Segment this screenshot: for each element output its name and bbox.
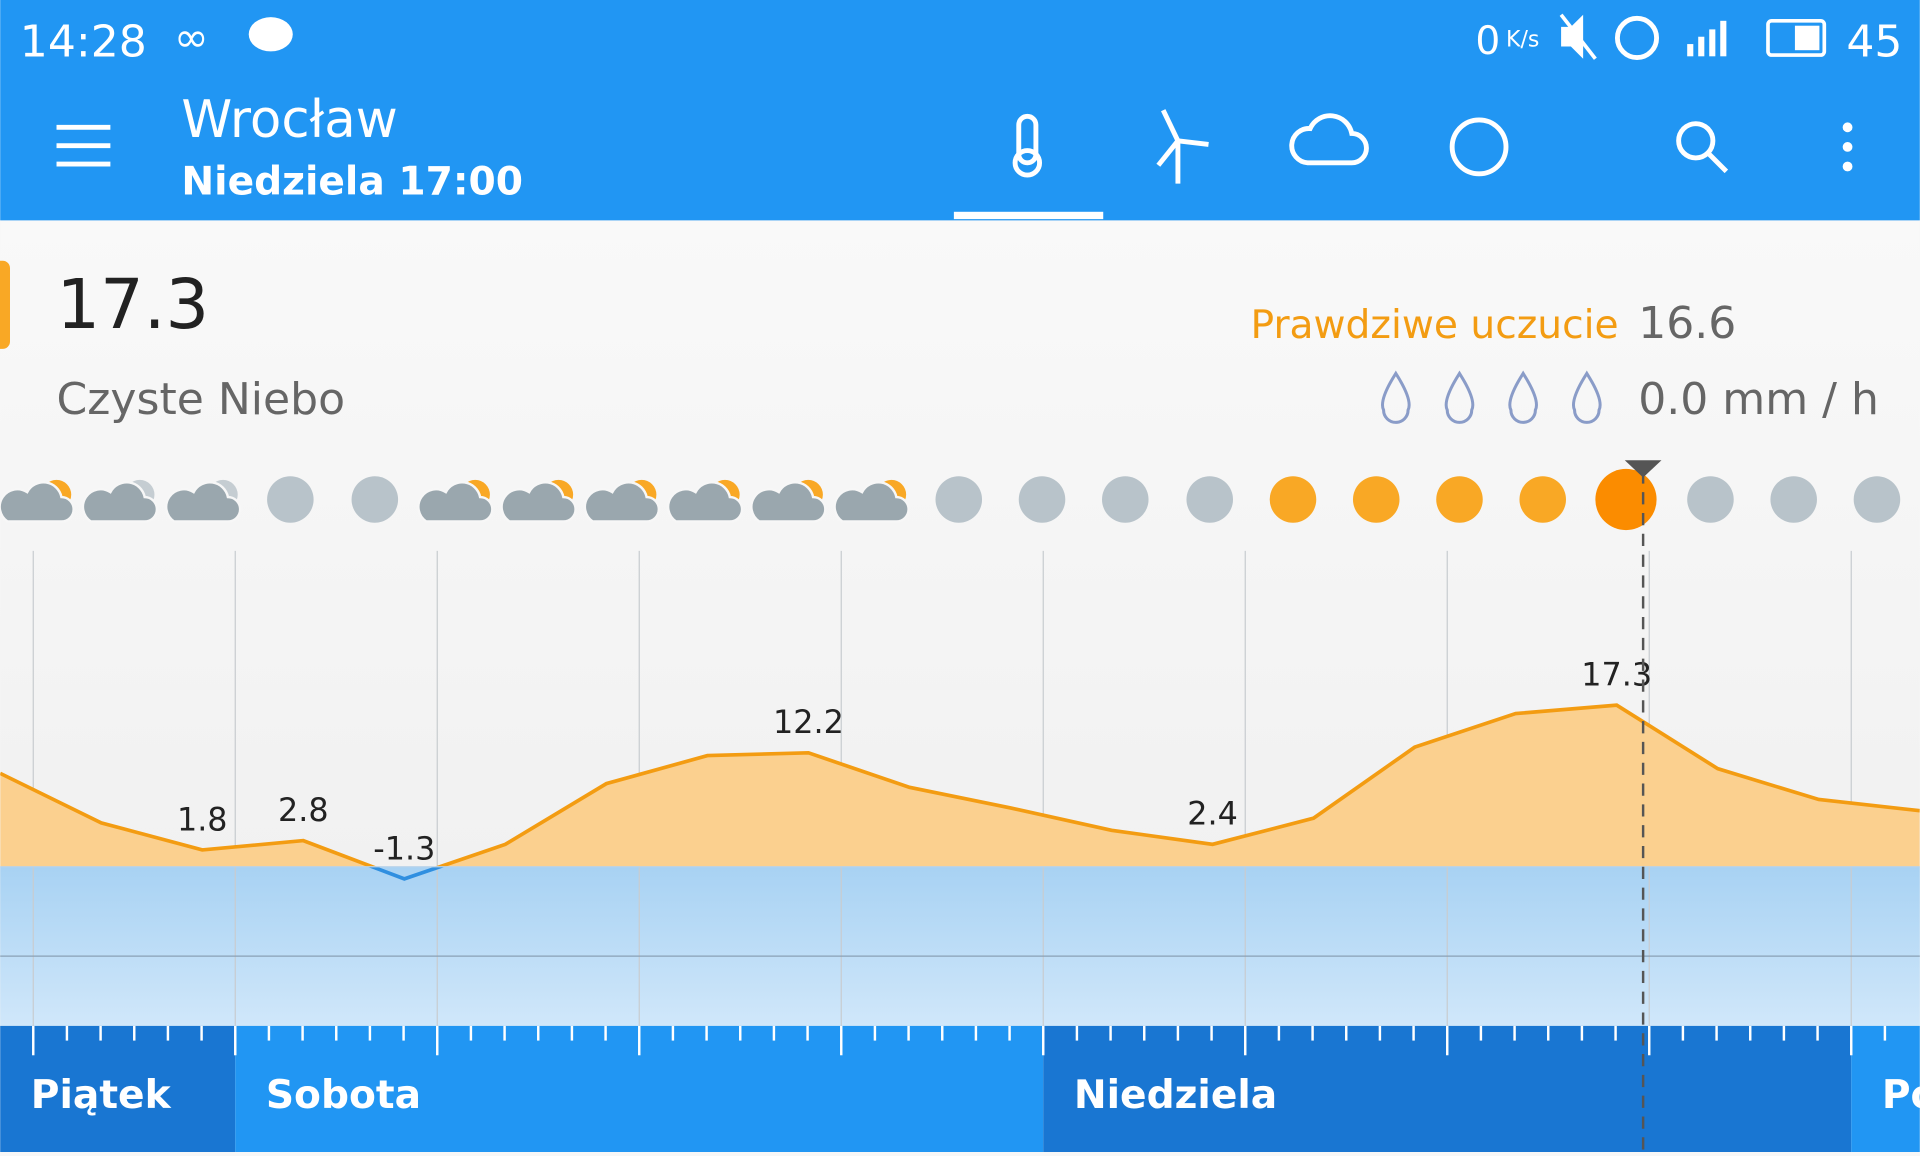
temp-marker [0,260,10,349]
icon-cloudy [1186,476,1234,523]
menu-button[interactable] [56,124,111,167]
day-label: Piątek [31,1073,172,1118]
icon-cloudy [351,476,399,523]
condition: Czyste Niebo [57,374,346,425]
temperature-label: 2.8 [278,791,329,829]
temperature-line [0,703,1920,867]
status-icons [1559,13,1827,60]
temperature-tab[interactable] [1012,113,1043,178]
current-time-marker [1624,460,1662,478]
current-temperature: 17.3 [57,265,210,345]
icon-cloud [417,481,494,523]
weather-icons [0,468,1901,531]
icon-clear [1269,476,1317,523]
icon-cloudy [1018,476,1066,523]
icon-cloudy [935,476,983,523]
temperature-area [0,705,1920,867]
temperature-label: 1.8 [177,800,228,838]
icon-cloud [583,481,661,523]
day-band [1851,1025,1920,1152]
net-unit: K/s [1506,28,1539,53]
temperature-label: -1.3 [373,829,435,867]
day-bar: Piątek Sobota Niedziela Po [0,1025,1920,1152]
icon-cloud [750,481,827,523]
more-button[interactable] [1842,122,1853,172]
day-label: Po [1882,1073,1920,1118]
icon-clear [1595,468,1657,531]
icon-cloudy [267,476,314,523]
icon-cloud [500,481,577,523]
day-label: Niedziela [1074,1073,1277,1118]
icon-cloud [81,481,159,523]
temperature-chart: 1.8 2.8 -1.3 12.2 2.4 17.3 [0,656,1920,881]
icon-clear [1519,476,1566,523]
below-zero-zone [0,866,1920,1026]
infinity-icon: ∞ [174,12,209,61]
icon-clear [1436,476,1483,523]
datetime: Niedziela 17:00 [181,160,523,205]
icon-cloudy [1770,476,1817,523]
rain-drops [1380,370,1602,424]
icon-cloudy [1853,476,1901,523]
icon-clear [1352,476,1400,523]
top-bar [0,0,1920,221]
battery-level: 45 [1846,16,1902,67]
icon-cloudy [1102,476,1149,523]
icon-cloud [833,481,910,523]
day-band [0,1025,236,1152]
feels-like-label: Prawdziwe uczucie [1251,303,1619,348]
city: Wrocław [181,90,397,150]
pressure-tab[interactable] [1449,117,1509,177]
icon-cloud [164,481,242,523]
cloud-tab[interactable] [1289,113,1369,166]
search-button[interactable] [1676,121,1729,174]
temperature-label: 12.2 [773,703,844,741]
day-label: Sobota [266,1073,421,1118]
feels-like: 16.6 [1638,298,1736,349]
status-time: 14:28 [20,16,147,67]
net-speed: 0 [1475,19,1500,64]
temperature-label: 17.3 [1581,656,1652,694]
tab-indicator [953,211,1104,220]
temperature-label: 2.4 [1187,795,1238,833]
wind-tab[interactable] [1156,109,1209,184]
icon-cloudy [1687,476,1734,523]
precipitation: 0.0 mm / h [1638,374,1879,425]
icon-cloud [0,481,75,523]
icon-cloud [666,481,744,523]
message-icon [248,17,293,52]
